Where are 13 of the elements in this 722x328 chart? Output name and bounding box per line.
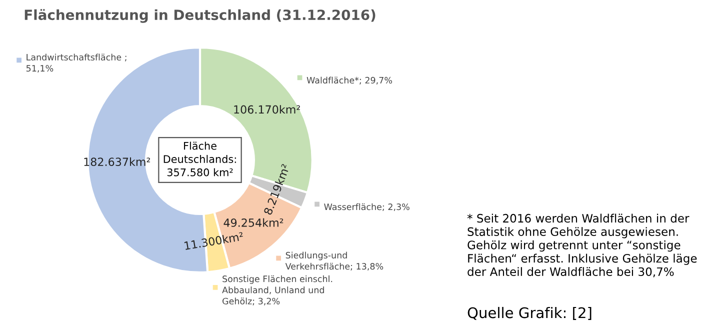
chart-title: Flächennutzung in Deutschland (31.12.2016)	[24, 9, 376, 23]
data-label: 182.637km²	[84, 157, 150, 166]
source-note: Quelle Grafik: [2]	[468, 306, 592, 320]
legend-label: Sonstige Flächen einschl. Abbauland, Unland und Gehölz; 3,2%	[222, 275, 332, 306]
legend-label: Waldfläche*; 29,7%	[306, 76, 392, 84]
legend-label: Wasserfläche; 2,3%	[324, 203, 410, 212]
text: Fläche Deutschlands: 357.580 km²	[164, 142, 236, 176]
data-label: 106.170km²	[234, 105, 300, 114]
data-label: 11.300km²	[184, 232, 244, 250]
text: * Seit 2016 werden Waldflächen in der Statistik ohne Gehölze ausgewiesen. Gehölz wird getrennt unter “sonstige Flächen“ erfasst. Inklusive Gehölze läge der Anteil der Waldfläche bei 30,7%	[467, 214, 697, 278]
legend-label: Landwirtschaftsfläche ; 51,1%	[26, 54, 126, 73]
data-label: 49.254km²	[224, 218, 284, 227]
legend-label: Siedlungs-und Verkehrsfläche; 13,8%	[285, 252, 384, 271]
